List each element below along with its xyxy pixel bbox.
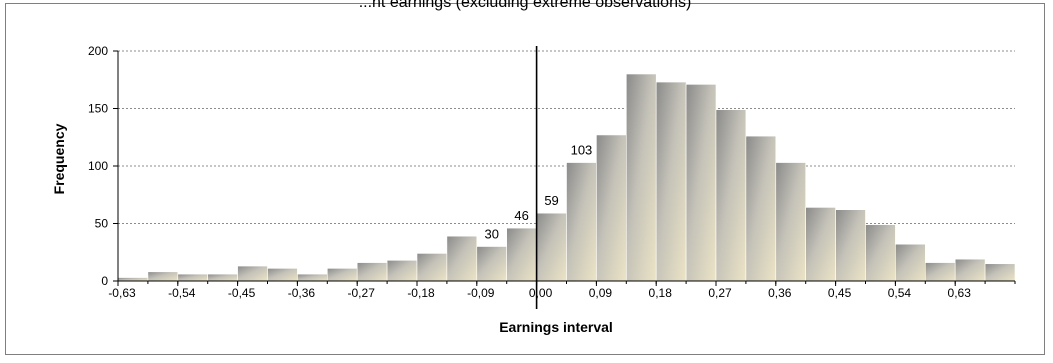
histogram-bar xyxy=(745,135,777,282)
x-tick-label: 0,27 xyxy=(708,286,732,300)
histogram-bar xyxy=(177,273,209,282)
bars xyxy=(117,73,1016,282)
histogram-bar xyxy=(267,268,298,282)
histogram-bar xyxy=(625,73,657,282)
histogram-bar xyxy=(805,207,836,282)
y-tick-label: 50 xyxy=(95,217,109,231)
histogram-bar xyxy=(386,259,418,282)
histogram-bar xyxy=(207,273,238,282)
x-tick-label: 0,54 xyxy=(888,286,912,300)
histogram-bar xyxy=(685,84,717,282)
x-tick-label: 0,36 xyxy=(768,286,792,300)
histogram-bar xyxy=(895,243,926,282)
y-tick-label: 200 xyxy=(88,44,108,58)
y-tick-label: 150 xyxy=(88,102,108,116)
histogram-bar xyxy=(954,258,986,282)
histogram-bar xyxy=(297,273,328,282)
histogram-bar xyxy=(924,262,956,282)
histogram-bar xyxy=(536,212,567,282)
x-tick-label: 0,63 xyxy=(948,286,972,300)
histogram-bar xyxy=(416,253,448,282)
x-tick-label: 0,09 xyxy=(589,286,613,300)
y-tick-label: 100 xyxy=(88,159,108,173)
histogram-bar xyxy=(984,263,1016,282)
histogram-bar xyxy=(446,235,478,282)
histogram-chart: 0 50 100 150 200 -0,63 -0,54 -0,45 -0,36 -0,27 -0,… xyxy=(51,44,1016,335)
histogram-bar xyxy=(865,224,896,282)
labels: 30 46 59 103 xyxy=(485,143,593,242)
x-tick-label: -0,09 xyxy=(467,286,495,300)
histogram-bar xyxy=(117,277,149,282)
histogram-bar xyxy=(356,262,388,282)
y-tick-label: 0 xyxy=(101,274,108,288)
histogram-bar xyxy=(147,271,179,282)
histogram-bar xyxy=(476,246,507,282)
x-tick-label: -0,18 xyxy=(407,286,435,300)
data-label: 30 xyxy=(485,227,499,242)
histogram-bar xyxy=(326,268,358,282)
histogram-bar xyxy=(655,81,687,282)
y-axis-title: Frequency xyxy=(51,123,67,194)
x-tick-label: -0,36 xyxy=(288,286,316,300)
chart-frame: ...nt earnings (excluding extreme observ… xyxy=(5,0,1045,355)
histogram-bar xyxy=(506,227,537,282)
chart-title: ...nt earnings (excluding extreme observ… xyxy=(358,0,692,11)
histogram-bar xyxy=(835,209,866,282)
x-tick-label: -0,63 xyxy=(108,286,136,300)
histogram-bar xyxy=(775,162,806,282)
x-tick-label: -0,54 xyxy=(168,286,196,300)
data-label: 103 xyxy=(571,143,593,158)
data-label: 59 xyxy=(544,193,558,208)
histogram-bar xyxy=(715,109,747,282)
histogram-bar xyxy=(566,162,597,282)
histogram-bar xyxy=(596,134,627,282)
histogram-bar xyxy=(237,265,268,282)
x-tick-label: 0,00 xyxy=(529,286,553,300)
x-tick-label: 0,18 xyxy=(649,286,673,300)
x-tick-label: -0,45 xyxy=(228,286,256,300)
x-tick-label: 0,45 xyxy=(828,286,852,300)
x-tick-label: -0,27 xyxy=(348,286,376,300)
axes: 0 50 100 150 200 -0,63 -0,54 -0,45 -0,36 -0,27 -0,… xyxy=(88,44,1016,309)
data-label: 46 xyxy=(514,208,528,223)
x-axis-title: Earnings interval xyxy=(499,319,613,335)
